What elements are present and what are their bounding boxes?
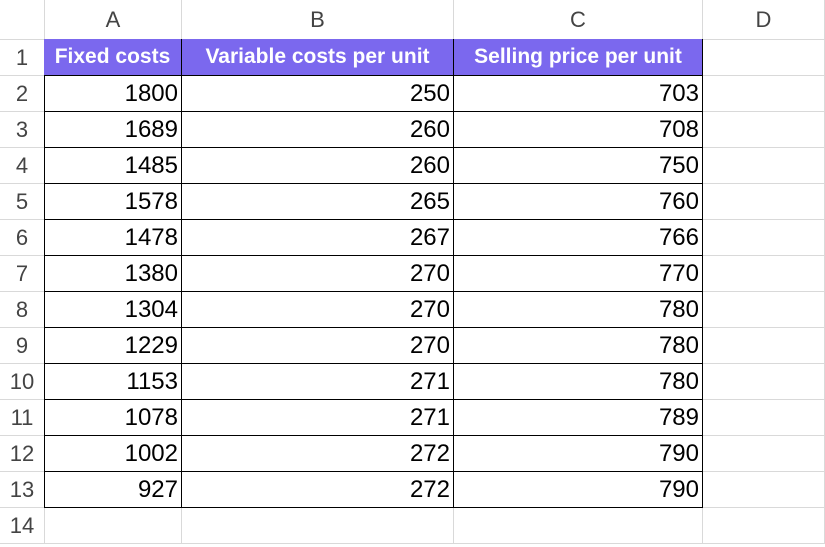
cell[interactable] [703, 112, 825, 148]
table-cell[interactable]: 270 [182, 328, 454, 364]
table-cell[interactable]: 271 [182, 400, 454, 436]
table-header-cell[interactable]: Fixed costs [44, 39, 182, 76]
column-header[interactable]: D [703, 0, 825, 40]
cell[interactable] [703, 148, 825, 184]
row-header[interactable]: 5 [0, 184, 45, 220]
row-header[interactable]: 8 [0, 292, 45, 328]
cell[interactable] [703, 184, 825, 220]
table-cell[interactable]: 780 [454, 292, 703, 328]
table-cell[interactable]: 250 [182, 76, 454, 112]
table-cell[interactable]: 1153 [44, 364, 182, 400]
table-cell[interactable]: 1002 [44, 436, 182, 472]
table-cell[interactable]: 270 [182, 256, 454, 292]
cell[interactable] [703, 40, 825, 76]
table-cell[interactable]: 1578 [44, 184, 182, 220]
column-header[interactable]: A [45, 0, 182, 40]
table-cell[interactable]: 927 [44, 472, 182, 508]
cell[interactable] [182, 508, 454, 544]
table-cell[interactable]: 270 [182, 292, 454, 328]
cell[interactable] [45, 508, 182, 544]
cell[interactable] [703, 364, 825, 400]
row-header[interactable]: 2 [0, 76, 45, 112]
row-header[interactable]: 14 [0, 508, 45, 544]
table-cell[interactable]: 265 [182, 184, 454, 220]
table-header-cell[interactable]: Selling price per unit [454, 39, 703, 76]
table-cell[interactable]: 790 [454, 436, 703, 472]
table-header-cell[interactable]: Variable costs per unit [182, 39, 454, 76]
cell[interactable] [703, 256, 825, 292]
cell[interactable] [703, 472, 825, 508]
row-header[interactable]: 1 [0, 40, 45, 76]
table-cell[interactable]: 789 [454, 400, 703, 436]
row-header[interactable]: 11 [0, 400, 45, 436]
row-header[interactable]: 3 [0, 112, 45, 148]
table-cell[interactable]: 708 [454, 112, 703, 148]
row-header[interactable]: 12 [0, 436, 45, 472]
table-cell[interactable]: 1485 [44, 148, 182, 184]
row-header[interactable]: 9 [0, 328, 45, 364]
table-cell[interactable]: 1304 [44, 292, 182, 328]
cell[interactable] [454, 508, 703, 544]
cell[interactable] [703, 436, 825, 472]
cell[interactable] [703, 328, 825, 364]
cell[interactable] [703, 220, 825, 256]
column-header[interactable]: C [454, 0, 703, 40]
table-cell[interactable]: 271 [182, 364, 454, 400]
table-cell[interactable]: 272 [182, 436, 454, 472]
table-cell[interactable]: 780 [454, 364, 703, 400]
table-cell[interactable]: 260 [182, 112, 454, 148]
table-cell[interactable]: 750 [454, 148, 703, 184]
table-cell[interactable]: 1689 [44, 112, 182, 148]
table-cell[interactable]: 1380 [44, 256, 182, 292]
cell[interactable] [703, 400, 825, 436]
cell[interactable] [703, 76, 825, 112]
row-header[interactable]: 6 [0, 220, 45, 256]
column-header[interactable]: B [182, 0, 454, 40]
cell[interactable] [703, 508, 825, 544]
table-cell[interactable]: 1229 [44, 328, 182, 364]
table-cell[interactable]: 703 [454, 76, 703, 112]
row-header[interactable]: 10 [0, 364, 45, 400]
table-cell[interactable]: 760 [454, 184, 703, 220]
row-header[interactable]: 13 [0, 472, 45, 508]
table-cell[interactable]: 272 [182, 472, 454, 508]
table-cell[interactable]: 1478 [44, 220, 182, 256]
table-cell[interactable]: 790 [454, 472, 703, 508]
row-header[interactable]: 7 [0, 256, 45, 292]
table-cell[interactable]: 1800 [44, 76, 182, 112]
table-cell[interactable]: 780 [454, 328, 703, 364]
table-cell[interactable]: 267 [182, 220, 454, 256]
cell[interactable] [703, 292, 825, 328]
row-header[interactable]: 4 [0, 148, 45, 184]
table-cell[interactable]: 1078 [44, 400, 182, 436]
table-cell[interactable]: 766 [454, 220, 703, 256]
table-cell[interactable]: 260 [182, 148, 454, 184]
select-all-corner[interactable] [0, 0, 45, 40]
table-cell[interactable]: 770 [454, 256, 703, 292]
